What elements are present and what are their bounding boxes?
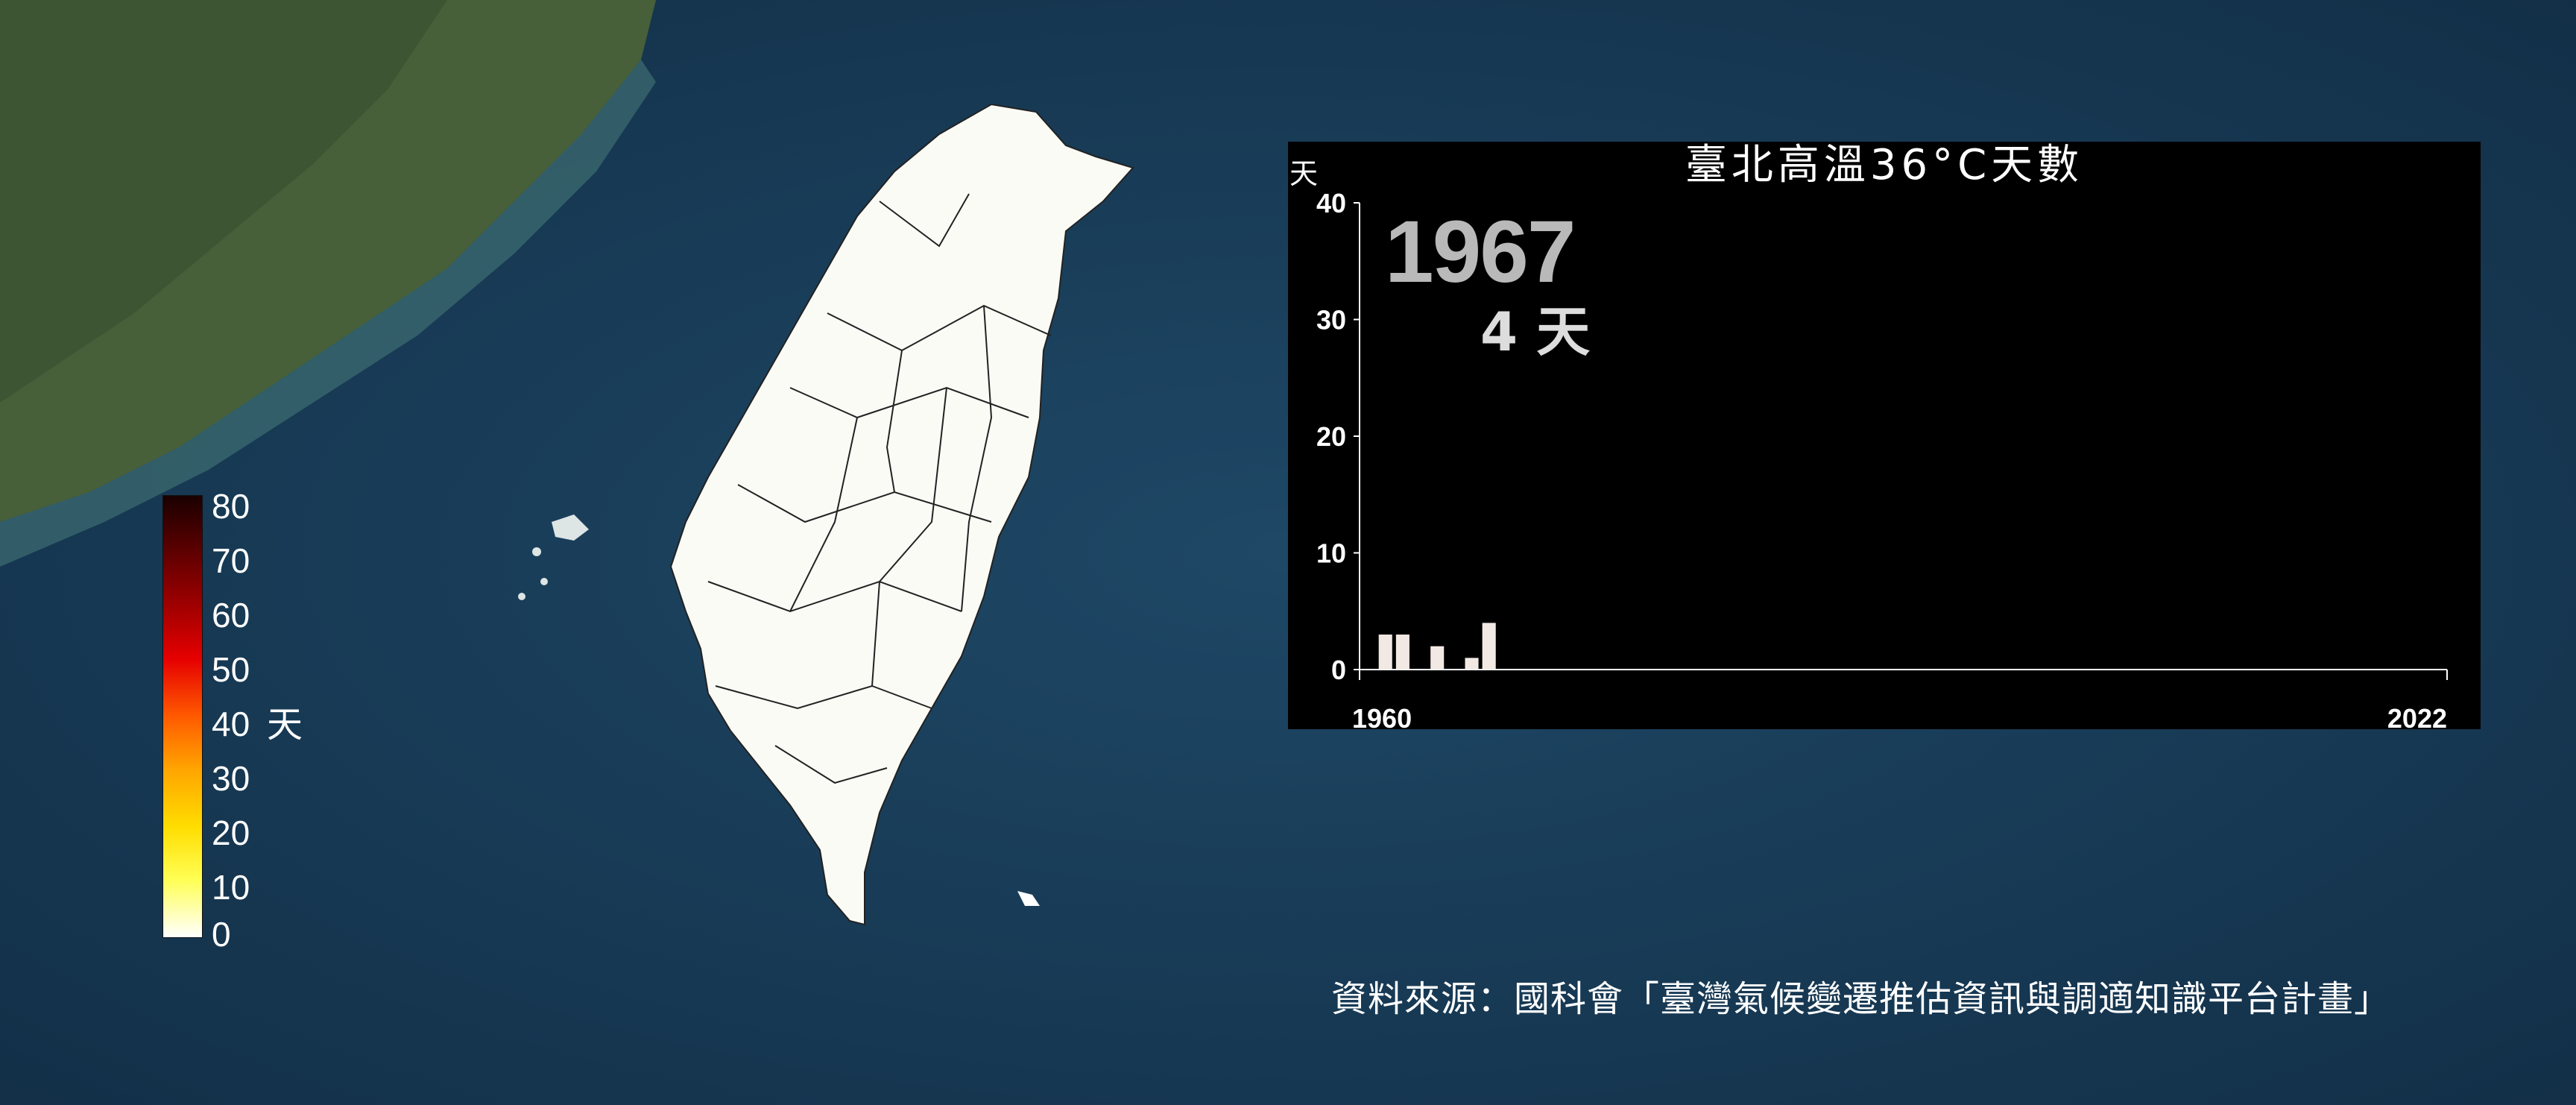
current-count-label: 4 天 <box>1480 300 1591 363</box>
chart-panel: 0 10 20 30 40 1960 2022 臺北高溫36°C天數 天 1967 4 天 <box>1288 142 2481 729</box>
legend-unit: 天 <box>267 704 303 746</box>
legend-tick: 30 <box>212 759 250 798</box>
color-legend: 80 70 60 50 40 30 20 10 0 天 <box>160 489 309 951</box>
legend-tick: 0 <box>212 915 231 954</box>
data-source-caption: 資料來源：國科會「臺灣氣候變遷推估資訊與調適知識平台計畫」 <box>1331 978 2391 1020</box>
y-tick-label: 0 <box>1331 655 1346 685</box>
penghu-islands <box>518 514 589 600</box>
mainland-coast <box>0 0 656 567</box>
legend-colorbar <box>162 495 203 938</box>
green-island <box>1017 891 1040 906</box>
data-bar <box>1430 646 1445 670</box>
legend-tick: 20 <box>212 813 250 852</box>
legend-tick: 80 <box>212 487 250 526</box>
y-tick-label: 10 <box>1316 538 1346 569</box>
legend-tick: 60 <box>212 596 250 635</box>
x-tick-label: 2022 <box>2387 703 2447 729</box>
current-year-label: 1967 <box>1385 203 1576 301</box>
legend-tick: 70 <box>212 541 250 580</box>
y-axis-unit: 天 <box>1289 157 1319 190</box>
y-tick-label: 40 <box>1316 188 1346 218</box>
chart-title: 臺北高溫36°C天數 <box>1685 141 2084 189</box>
legend-tick: 50 <box>212 650 250 689</box>
data-bar <box>1395 635 1409 670</box>
data-bar <box>1378 635 1392 670</box>
data-bar <box>1465 658 1479 670</box>
y-tick-label: 20 <box>1316 421 1346 452</box>
taiwan-island <box>669 103 1134 926</box>
data-bar <box>1482 623 1496 670</box>
y-tick-label: 30 <box>1316 305 1346 336</box>
legend-tick: 10 <box>212 868 250 907</box>
bar-chart: 0 10 20 30 40 1960 2022 <box>1316 188 2448 729</box>
legend-tick: 40 <box>212 705 250 743</box>
x-tick-label: 1960 <box>1352 703 1412 729</box>
